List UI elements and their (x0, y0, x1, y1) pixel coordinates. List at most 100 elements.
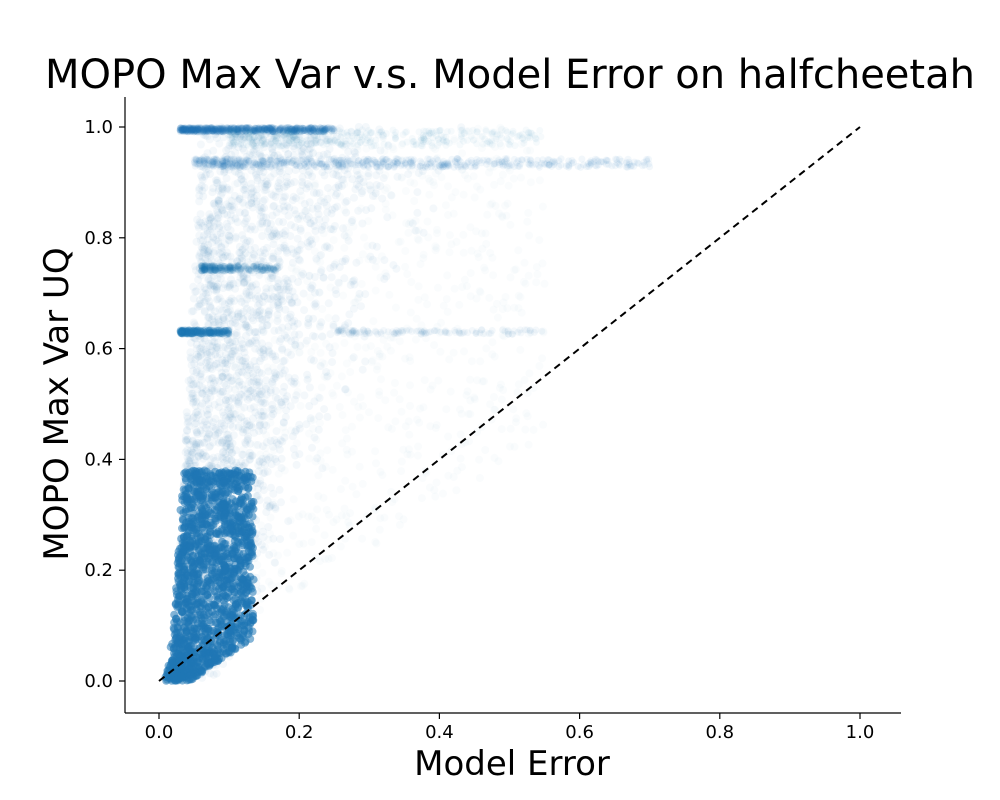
scatter-point (195, 231, 204, 240)
scatter-point (315, 151, 324, 160)
scatter-point (271, 372, 280, 381)
scatter-point (199, 236, 208, 245)
scatter-point (384, 141, 393, 150)
scatter-point (214, 295, 223, 304)
scatter-point (196, 358, 205, 367)
scatter-point (248, 451, 257, 460)
scatter-point (191, 322, 200, 331)
scatter-point (211, 414, 220, 423)
scatter-point (256, 203, 265, 212)
scatter-point (320, 405, 329, 414)
scatter-point (198, 222, 207, 230)
scatter-point (214, 317, 223, 326)
scatter-point (219, 454, 227, 463)
scatter-point (200, 183, 209, 192)
scatter-point (254, 161, 263, 170)
scatter-point (318, 464, 327, 473)
scatter-point (240, 278, 249, 287)
scatter-point (174, 551, 182, 560)
scatter-point (220, 565, 229, 574)
scatter-point (189, 318, 198, 327)
scatter-point (350, 280, 359, 289)
scatter-point (235, 248, 244, 257)
scatter-point (298, 146, 307, 155)
scatter-point (212, 282, 221, 291)
scatter-point (203, 353, 212, 362)
scatter-point (255, 389, 264, 398)
scatter-point (222, 488, 231, 497)
scatter-point (331, 314, 340, 323)
scatter-point (246, 404, 255, 413)
scatter-point (219, 387, 228, 396)
scatter-point (198, 389, 207, 398)
scatter-point (305, 145, 314, 154)
scatter-point (205, 348, 214, 357)
scatter-point (250, 428, 258, 437)
scatter-point (296, 123, 305, 132)
scatter-point (414, 169, 423, 177)
scatter-point (308, 172, 317, 181)
scatter-point (247, 184, 256, 193)
scatter-point (257, 326, 266, 335)
scatter-point (211, 130, 220, 139)
scatter-point (182, 626, 191, 635)
scatter-point (197, 376, 206, 385)
scatter-point (613, 156, 621, 164)
scatter-point (199, 289, 208, 298)
scatter-point (228, 376, 237, 385)
scatter-point (290, 178, 299, 186)
scatter-point (251, 260, 260, 269)
scatter-point (276, 285, 285, 294)
scatter-point (193, 215, 202, 224)
scatter-point (234, 398, 243, 407)
scatter-point (214, 160, 223, 169)
scatter-point (345, 310, 354, 319)
scatter-point (271, 393, 280, 402)
scatter-point (211, 246, 220, 255)
scatter-point (296, 224, 305, 233)
scatter-point (202, 286, 211, 294)
scatter-point (196, 282, 205, 291)
scatter-point (217, 368, 226, 377)
scatter-point (216, 229, 225, 238)
scatter-point (228, 342, 237, 351)
scatter-point (201, 417, 210, 426)
scatter-point (251, 160, 260, 169)
scatter-point (181, 640, 190, 649)
scatter-point (198, 513, 207, 522)
scatter-point (181, 436, 190, 445)
scatter-point (191, 394, 200, 403)
scatter-point (354, 206, 363, 215)
scatter-point (253, 301, 262, 310)
scatter-point (247, 196, 256, 205)
scatter-point (241, 438, 250, 447)
scatter-point (199, 154, 208, 163)
scatter-point (248, 423, 257, 432)
scatter-point (256, 407, 265, 416)
scatter-point (233, 312, 242, 321)
scatter-point (202, 474, 211, 483)
scatter-point (307, 284, 316, 293)
scatter-point (350, 193, 358, 202)
scatter-point (565, 162, 573, 170)
scatter-point (205, 549, 214, 558)
scatter-point (283, 180, 292, 189)
scatter-point (197, 481, 206, 490)
scatter-point (258, 232, 267, 240)
scatter-point (211, 236, 220, 244)
scatter-point (215, 398, 224, 406)
scatter-point (225, 282, 234, 290)
scatter-point (219, 448, 227, 457)
scatter-point (241, 190, 250, 199)
scatter-point (348, 216, 357, 225)
scatter-point (211, 431, 220, 440)
scatter-point (350, 276, 359, 285)
scatter-point (209, 318, 218, 327)
scatter-point (262, 421, 271, 430)
scatter-point (270, 436, 279, 445)
scatter-point (182, 497, 191, 506)
scatter-point (273, 293, 282, 302)
scatter-point (215, 139, 224, 148)
scatter-point (188, 380, 197, 389)
scatter-point (184, 376, 193, 385)
